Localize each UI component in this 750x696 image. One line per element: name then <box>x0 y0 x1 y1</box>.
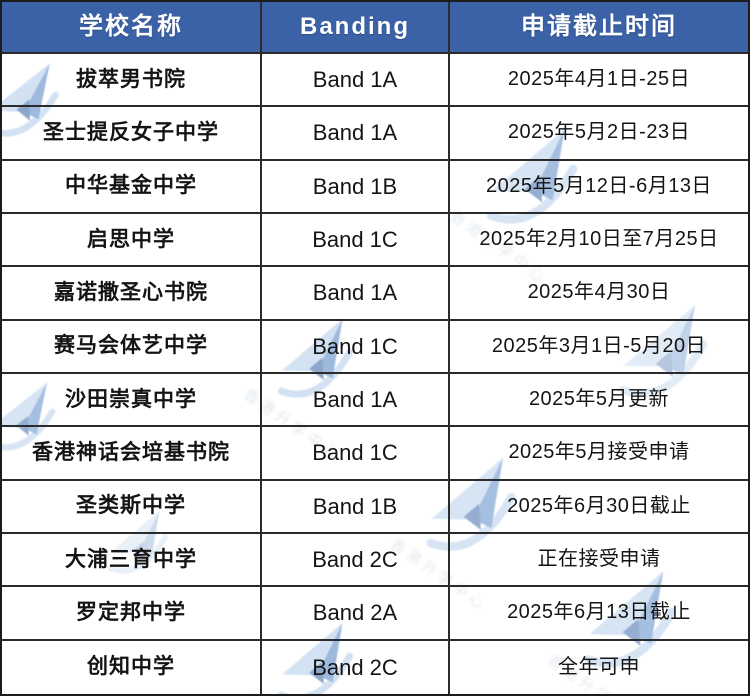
school-name-cell: 拔萃男书院 <box>2 54 262 108</box>
school-name-cell: 沙田崇真中学 <box>2 373 262 428</box>
banding-cell: Band 1C <box>262 213 450 268</box>
banding-cell: Band 1A <box>262 54 450 108</box>
banding-cell: Band 1A <box>262 373 450 428</box>
column-header-school: 学校名称 <box>2 2 262 54</box>
banding-cell: Band 1A <box>262 107 450 161</box>
school-name-cell: 大浦三育中学 <box>2 533 262 588</box>
banding-cell: Band 1B <box>262 160 450 214</box>
deadline-cell: 2025年6月30日截止 <box>450 481 748 534</box>
banding-cell: Band 1C <box>262 320 450 374</box>
school-name-cell: 嘉诺撒圣心书院 <box>2 267 262 321</box>
banding-cell: Band 1C <box>262 427 450 481</box>
school-name-cell: 赛马会体艺中学 <box>2 320 262 374</box>
banding-cell: Band 2A <box>262 587 450 641</box>
school-name-cell: 香港神话会培基书院 <box>2 427 262 481</box>
school-name-cell: 圣士提反女子中学 <box>2 107 262 161</box>
deadline-cell: 2025年3月1日-5月20日 <box>450 321 748 374</box>
deadline-cell: 全年可申 <box>558 655 640 678</box>
banding-cell: Band 1B <box>262 480 450 534</box>
deadline-cell: 2025年5月2日-23日 <box>450 107 748 161</box>
deadline-cell: 2025年5月12日-6月13日 <box>450 161 748 214</box>
school-name-cell: 启思中学 <box>2 213 262 268</box>
deadline-cell: 2025年5月更新 <box>450 374 748 428</box>
school-name-cell: 圣类斯中学 <box>2 480 262 534</box>
column-header-deadline: 申请截止时间 <box>450 2 748 54</box>
school-name-cell: 创知中学 <box>2 640 262 694</box>
deadline-cell: 2025年5月接受申请 <box>450 427 748 481</box>
banding-cell: Band 2C <box>262 533 450 588</box>
school-name-cell: 中华基金中学 <box>2 160 262 214</box>
deadline-cell: 2025年4月30日 <box>450 267 748 321</box>
deadline-cell: 2025年2月10日至7月25日 <box>450 214 748 268</box>
column-header-banding: Banding <box>262 2 450 54</box>
deadline-cell: 2025年6月13日截止 <box>450 587 748 641</box>
banding-cell: Band 1A <box>262 267 450 321</box>
banding-cell: Band 2C <box>262 640 450 694</box>
deadline-cell: 正在接受申请 <box>450 534 748 588</box>
deadline-cell: 2025年4月1日-25日 <box>450 54 748 108</box>
school-name-cell: 罗定邦中学 <box>2 587 262 641</box>
